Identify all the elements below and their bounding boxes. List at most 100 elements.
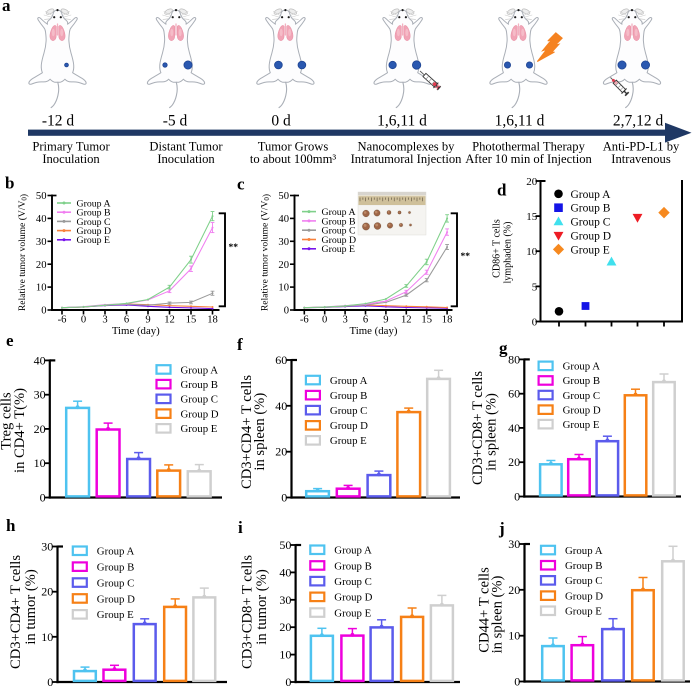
svg-text:0: 0 bbox=[514, 490, 520, 504]
svg-text:-12 d: -12 d bbox=[42, 113, 75, 130]
svg-text:-6: -6 bbox=[300, 315, 309, 326]
svg-text:60: 60 bbox=[508, 387, 520, 401]
svg-text:After 10 min of Injection: After 10 min of Injection bbox=[465, 152, 592, 166]
svg-text:-6: -6 bbox=[58, 315, 67, 326]
svg-text:40: 40 bbox=[278, 214, 289, 225]
svg-text:Inoculation: Inoculation bbox=[157, 152, 215, 166]
svg-text:Group D: Group D bbox=[563, 404, 601, 416]
svg-text:50: 50 bbox=[36, 191, 47, 202]
svg-text:Group A: Group A bbox=[330, 375, 368, 387]
svg-text:Group C: Group C bbox=[330, 405, 368, 417]
svg-text:Group A: Group A bbox=[571, 189, 612, 201]
svg-text:10: 10 bbox=[508, 629, 520, 643]
svg-text:0: 0 bbox=[281, 491, 287, 505]
svg-text:**: ** bbox=[461, 252, 471, 262]
svg-text:i: i bbox=[238, 518, 243, 537]
svg-text:Group D: Group D bbox=[334, 592, 372, 604]
svg-text:Group A: Group A bbox=[563, 361, 601, 373]
svg-text:10: 10 bbox=[278, 283, 289, 294]
svg-text:Group C: Group C bbox=[181, 394, 219, 406]
svg-text:Group A: Group A bbox=[77, 198, 111, 209]
svg-text:6: 6 bbox=[124, 315, 129, 326]
svg-text:a: a bbox=[2, 0, 11, 15]
svg-text:15: 15 bbox=[186, 315, 197, 326]
svg-text:Group B: Group B bbox=[330, 390, 368, 402]
svg-text:Group B: Group B bbox=[334, 560, 372, 572]
svg-text:g: g bbox=[499, 339, 508, 358]
svg-text:**: ** bbox=[229, 243, 239, 253]
svg-text:Group A: Group A bbox=[97, 546, 135, 558]
svg-text:Group E: Group E bbox=[181, 423, 218, 435]
svg-text:0: 0 bbox=[47, 675, 53, 689]
svg-text:in spleen (%): in spleen (%) bbox=[252, 393, 268, 471]
svg-text:in tumor (%): in tumor (%) bbox=[254, 569, 270, 645]
svg-text:10: 10 bbox=[41, 630, 53, 644]
svg-text:Group E: Group E bbox=[563, 419, 600, 431]
svg-text:Group E: Group E bbox=[97, 609, 134, 621]
svg-text:0: 0 bbox=[532, 317, 538, 329]
svg-text:40: 40 bbox=[275, 399, 287, 413]
svg-text:0: 0 bbox=[41, 306, 46, 317]
svg-text:Primary Tumor: Primary Tumor bbox=[32, 140, 110, 154]
svg-text:h: h bbox=[6, 516, 16, 535]
svg-text:0 d: 0 d bbox=[271, 113, 291, 130]
svg-text:Time (day): Time (day) bbox=[112, 325, 160, 337]
svg-text:15: 15 bbox=[526, 211, 538, 223]
svg-text:15: 15 bbox=[421, 315, 432, 326]
svg-text:20: 20 bbox=[279, 620, 291, 634]
svg-text:Photothermal Therapy: Photothermal Therapy bbox=[472, 140, 585, 154]
svg-text:Group B: Group B bbox=[181, 379, 219, 391]
svg-text:Group B: Group B bbox=[565, 560, 603, 572]
svg-text:in tumor (%): in tumor (%) bbox=[23, 569, 39, 645]
svg-text:Group B: Group B bbox=[97, 562, 135, 574]
svg-text:0: 0 bbox=[40, 491, 46, 505]
svg-text:Relative tumor volume (V/V0): Relative tumor volume (V/V0) bbox=[17, 194, 29, 311]
svg-text:d: d bbox=[497, 181, 507, 200]
svg-text:20: 20 bbox=[508, 455, 520, 469]
svg-text:CD3+CD8+ T cells: CD3+CD8+ T cells bbox=[470, 371, 486, 485]
svg-text:Group A: Group A bbox=[181, 364, 219, 376]
svg-text:e: e bbox=[6, 331, 14, 350]
svg-text:40: 40 bbox=[36, 214, 47, 225]
svg-text:Group C: Group C bbox=[97, 577, 135, 589]
svg-text:Group C: Group C bbox=[334, 576, 372, 588]
svg-text:Group A: Group A bbox=[334, 545, 372, 557]
svg-text:Group B: Group B bbox=[563, 375, 601, 387]
svg-text:Group C: Group C bbox=[571, 217, 611, 229]
svg-text:20: 20 bbox=[526, 176, 538, 188]
svg-text:Group E: Group E bbox=[77, 235, 110, 246]
svg-text:5: 5 bbox=[532, 281, 538, 293]
svg-text:Group E: Group E bbox=[334, 607, 371, 619]
svg-text:0: 0 bbox=[81, 315, 86, 326]
svg-text:Intratumoral Injection: Intratumoral Injection bbox=[351, 152, 463, 166]
svg-text:1,6,11 d: 1,6,11 d bbox=[377, 113, 427, 130]
svg-text:Group B: Group B bbox=[571, 203, 611, 215]
svg-text:30: 30 bbox=[34, 388, 46, 402]
svg-text:20: 20 bbox=[36, 260, 47, 271]
svg-text:Group E: Group E bbox=[330, 435, 367, 447]
svg-text:10: 10 bbox=[279, 648, 291, 662]
svg-text:20: 20 bbox=[508, 583, 520, 597]
svg-text:10: 10 bbox=[34, 456, 46, 470]
svg-text:Group D: Group D bbox=[77, 226, 112, 237]
svg-text:1,6,11 d: 1,6,11 d bbox=[495, 113, 545, 130]
svg-text:40: 40 bbox=[34, 353, 46, 367]
svg-text:-5 d: -5 d bbox=[163, 113, 188, 130]
svg-text:20: 20 bbox=[275, 445, 287, 459]
svg-text:b: b bbox=[5, 174, 14, 193]
svg-text:18: 18 bbox=[442, 315, 453, 326]
svg-text:j: j bbox=[498, 519, 505, 538]
svg-text:Group A: Group A bbox=[322, 207, 356, 218]
svg-text:Distant Tumor: Distant Tumor bbox=[149, 140, 223, 154]
svg-text:30: 30 bbox=[278, 237, 289, 248]
svg-text:40: 40 bbox=[279, 565, 291, 579]
svg-text:9: 9 bbox=[145, 315, 150, 326]
svg-text:in spleen (%): in spleen (%) bbox=[484, 393, 500, 471]
svg-text:Group B: Group B bbox=[322, 216, 356, 227]
svg-text:Time (day): Time (day) bbox=[350, 325, 398, 337]
svg-text:Group D: Group D bbox=[181, 408, 219, 420]
svg-text:Group A: Group A bbox=[565, 545, 603, 557]
svg-text:18: 18 bbox=[207, 315, 218, 326]
svg-text:f: f bbox=[237, 335, 243, 354]
svg-text:80: 80 bbox=[508, 352, 520, 366]
